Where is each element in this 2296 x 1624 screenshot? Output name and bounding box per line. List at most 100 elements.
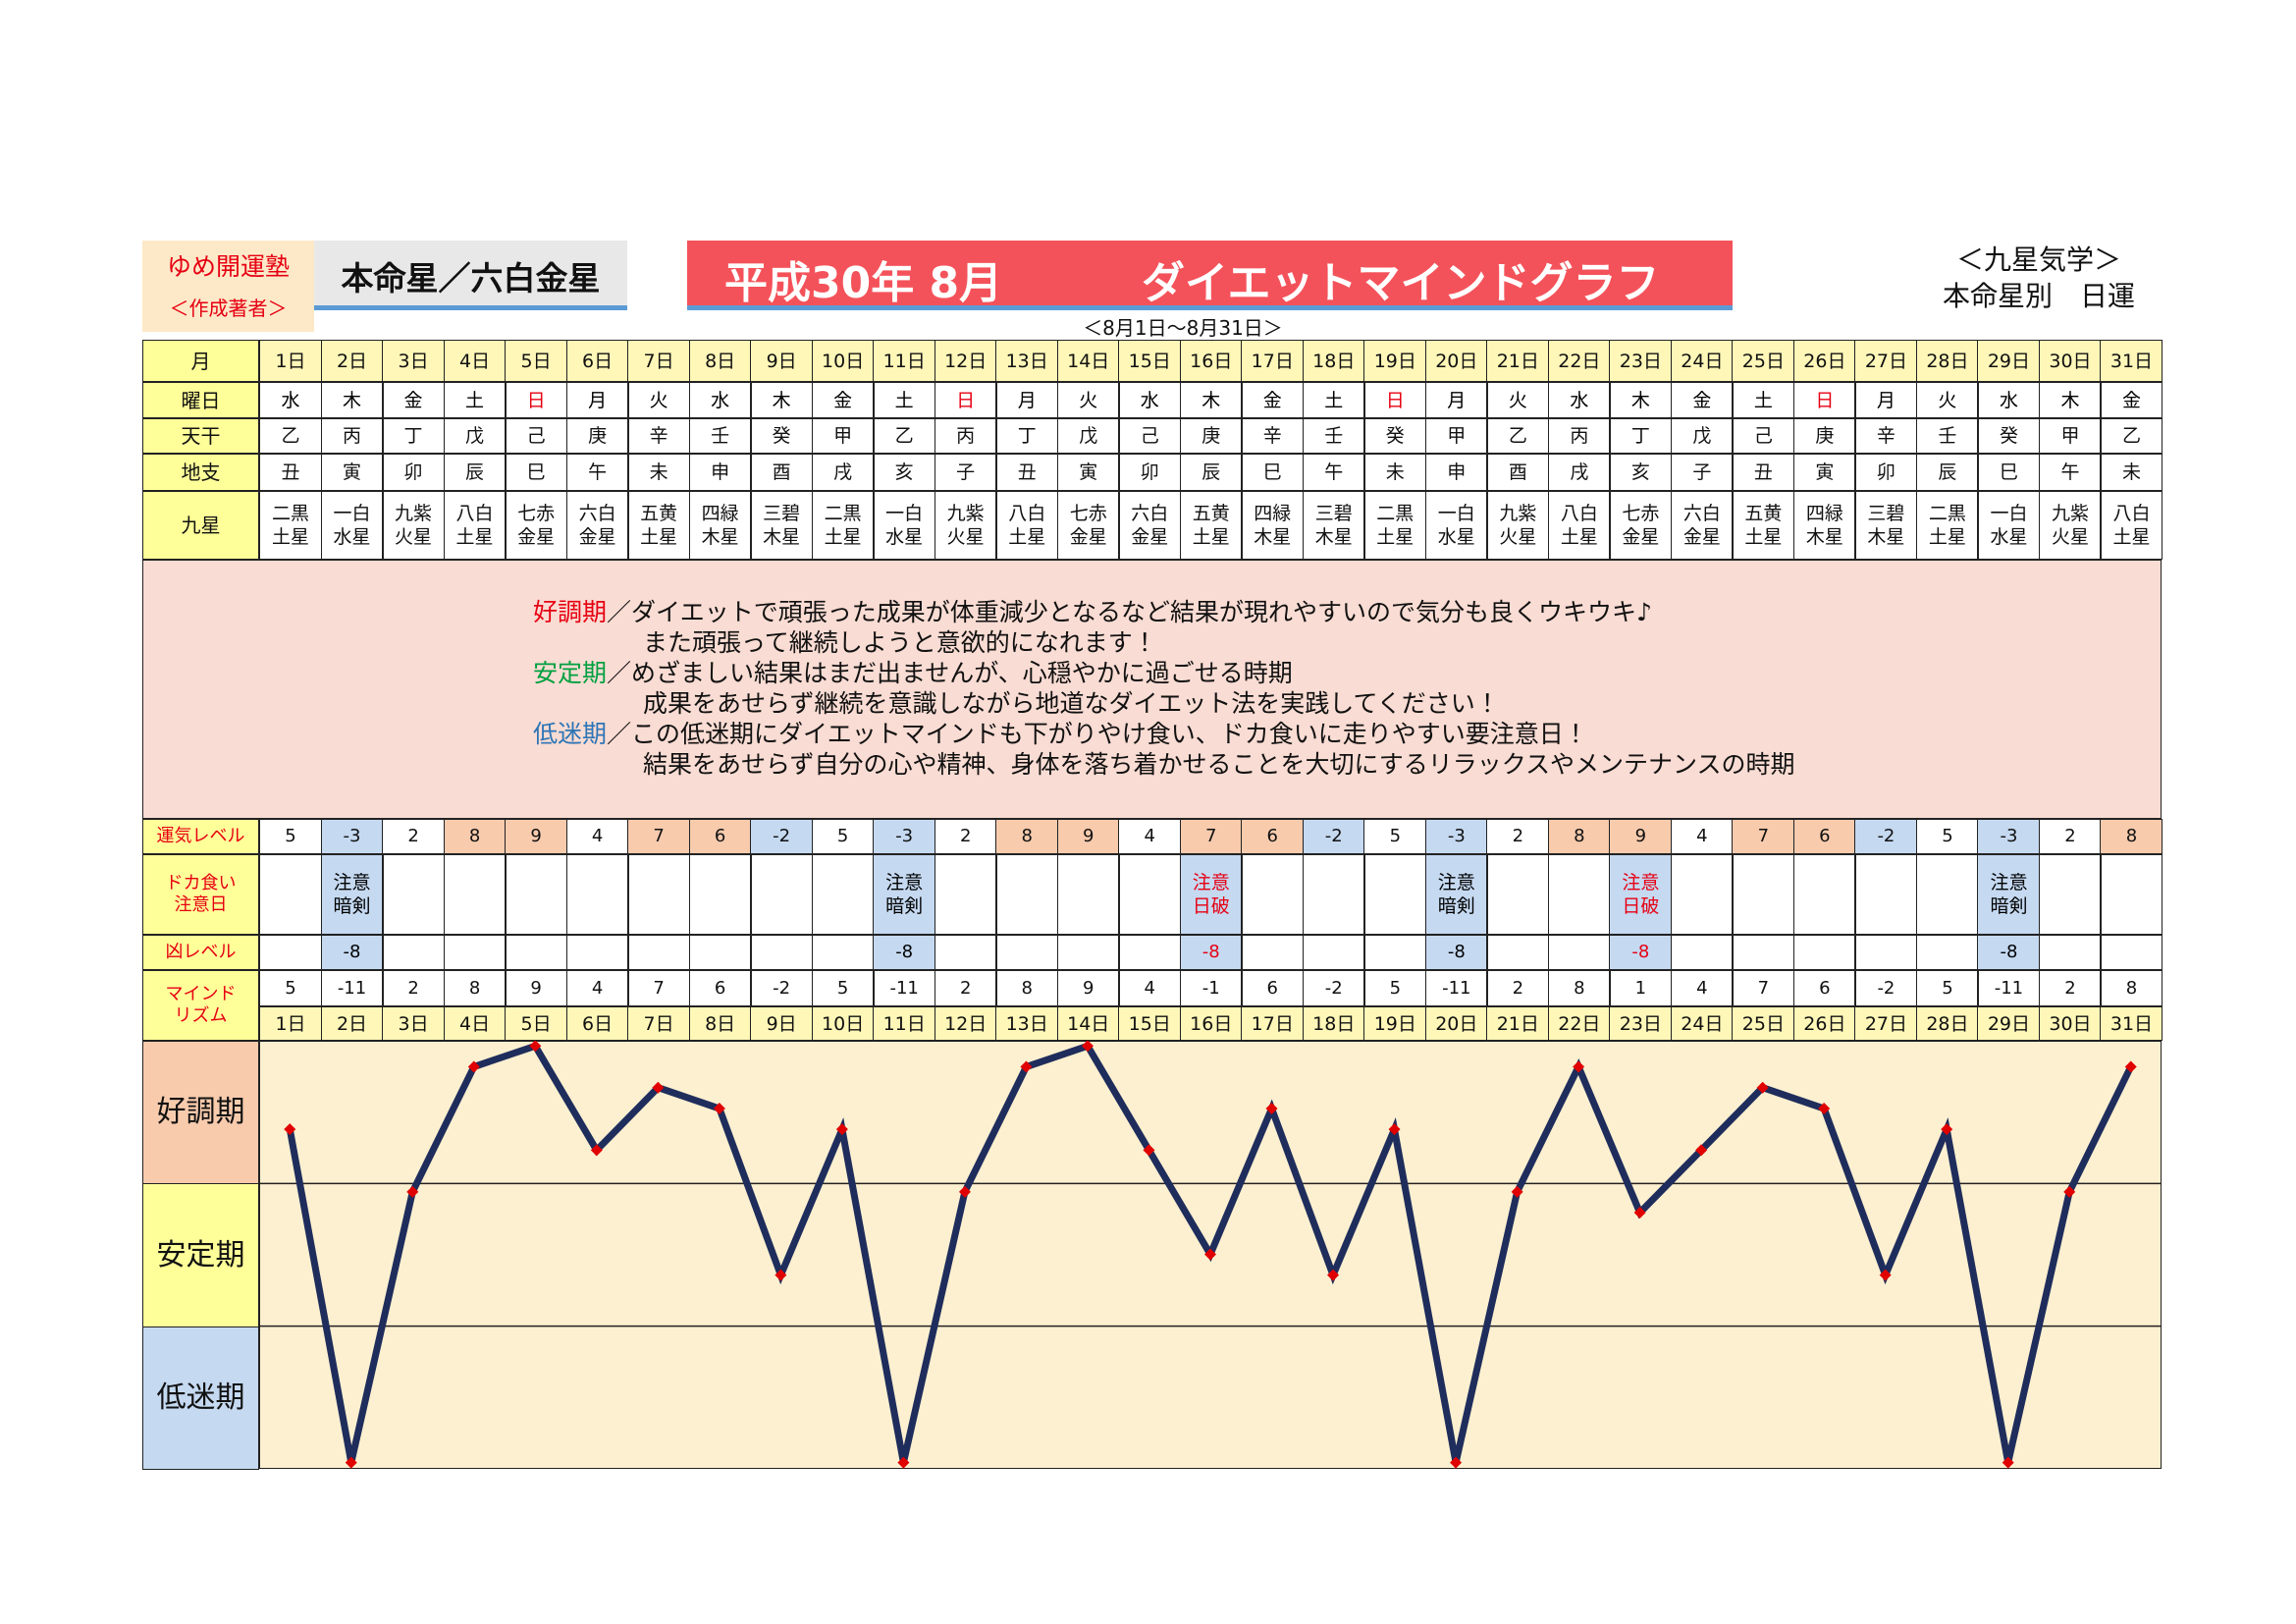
day-footer: 13日: [995, 1006, 1059, 1041]
day-header: 7日: [627, 340, 691, 382]
mind-rhythm: 8: [443, 970, 507, 1006]
fortune-level: 9: [1609, 819, 1673, 854]
day-header: 6日: [565, 340, 629, 382]
branch: 亥: [873, 454, 936, 491]
stem: 己: [505, 418, 568, 454]
weekday: 水: [1118, 382, 1182, 418]
caution: [1056, 854, 1120, 935]
stem: 癸: [1363, 418, 1427, 454]
weekday: 日: [505, 382, 568, 418]
rhythm-point: [1941, 1123, 1953, 1136]
bad-level: -8: [1424, 935, 1488, 970]
nine-star: 九紫 火星: [1486, 491, 1550, 560]
branch: 巳: [1977, 454, 2041, 491]
rhythm-point: [1327, 1269, 1340, 1281]
nine-star: 六白 金星: [1118, 491, 1182, 560]
stem: 丁: [1609, 418, 1673, 454]
caution: [1792, 854, 1856, 935]
nine-star: 八白 土星: [1547, 491, 1611, 560]
row-label: 凶レベル: [142, 935, 259, 970]
fortune-level: 4: [1670, 819, 1734, 854]
weekday: 木: [750, 382, 814, 418]
stem: 庚: [1179, 418, 1243, 454]
bad-level: [627, 935, 691, 970]
branch: 戌: [811, 454, 875, 491]
stem: 丁: [382, 418, 446, 454]
weekday: 金: [2100, 382, 2163, 418]
stem: 乙: [1486, 418, 1550, 454]
rhythm-point: [652, 1081, 665, 1094]
day-header: 25日: [1732, 340, 1795, 382]
day-footer: 14日: [1056, 1006, 1120, 1041]
mind-rhythm: 8: [1547, 970, 1611, 1006]
nine-star: 一白 水星: [873, 491, 936, 560]
stem: 戊: [443, 418, 507, 454]
caution: [565, 854, 629, 935]
branch: 戌: [1547, 454, 1611, 491]
branch: 丑: [1732, 454, 1795, 491]
day-header: 21日: [1486, 340, 1550, 382]
bad-level: [934, 935, 997, 970]
row-label: マインド リズム: [142, 970, 259, 1041]
caution: [1547, 854, 1611, 935]
caution: [443, 854, 507, 935]
fortune-level: 8: [443, 819, 507, 854]
bad-level: [1241, 935, 1305, 970]
day-footer: 28日: [1915, 1006, 1979, 1041]
stem: 己: [1732, 418, 1795, 454]
rhythm-point: [529, 1041, 542, 1053]
stem: 丁: [995, 418, 1059, 454]
branch: 辰: [1915, 454, 1979, 491]
branch: 申: [1424, 454, 1488, 491]
weekday: 月: [1424, 382, 1488, 418]
stem: 庚: [1792, 418, 1856, 454]
legend-box: [142, 560, 2162, 819]
caution: [1486, 854, 1550, 935]
mind-rhythm: 1: [1609, 970, 1673, 1006]
day-footer: 3日: [382, 1006, 446, 1041]
row-label: 曜日: [142, 382, 259, 418]
bad-level: [1792, 935, 1856, 970]
rhythm-point: [2002, 1456, 2014, 1469]
rhythm-point: [590, 1144, 603, 1157]
weekday: 日: [934, 382, 997, 418]
bad-level: [995, 935, 1059, 970]
legend-more: 結果をあせらず自分の心や精神、身体を落ち着かせることを大切にするリラックスやメン…: [643, 750, 1795, 779]
day-header: 3日: [382, 340, 446, 382]
fortune-level: 4: [1118, 819, 1182, 854]
rhythm-point: [1143, 1144, 1155, 1157]
caution: 注意 暗剣: [873, 854, 936, 935]
weekday: 火: [627, 382, 691, 418]
legend-term: 好調期: [533, 598, 608, 626]
branch: 午: [1302, 454, 1365, 491]
rhythm-point: [1081, 1041, 1094, 1053]
bad-level: [2100, 935, 2163, 970]
mind-rhythm: 6: [1792, 970, 1856, 1006]
fortune-level: 7: [1179, 819, 1243, 854]
weekday: 水: [688, 382, 752, 418]
rhythm-point: [1204, 1248, 1216, 1261]
rhythm-point: [1756, 1081, 1769, 1094]
author: ＜作成著者＞: [169, 297, 288, 320]
rhythm-point: [1633, 1207, 1646, 1219]
mind-rhythm: 6: [1241, 970, 1305, 1006]
nine-star: 八白 土星: [995, 491, 1059, 560]
rhythm-point: [1450, 1456, 1463, 1469]
nine-star: 七赤 金星: [1609, 491, 1673, 560]
stem: 壬: [1915, 418, 1979, 454]
row-label: ドカ食い 注意日: [142, 854, 259, 935]
fortune-level: 9: [1056, 819, 1120, 854]
mind-rhythm: 5: [1363, 970, 1427, 1006]
weekday: 月: [995, 382, 1059, 418]
branch: 丑: [259, 454, 323, 491]
bad-level: -8: [320, 935, 384, 970]
stem: 辛: [1241, 418, 1305, 454]
bad-level: [2038, 935, 2102, 970]
nine-star: 四緑 木星: [688, 491, 752, 560]
branch: 卯: [1118, 454, 1182, 491]
day-header: 30日: [2038, 340, 2102, 382]
row-label: 月: [142, 340, 259, 382]
day-header: 8日: [688, 340, 752, 382]
mind-rhythm: -2: [1302, 970, 1365, 1006]
weekday: 土: [443, 382, 507, 418]
